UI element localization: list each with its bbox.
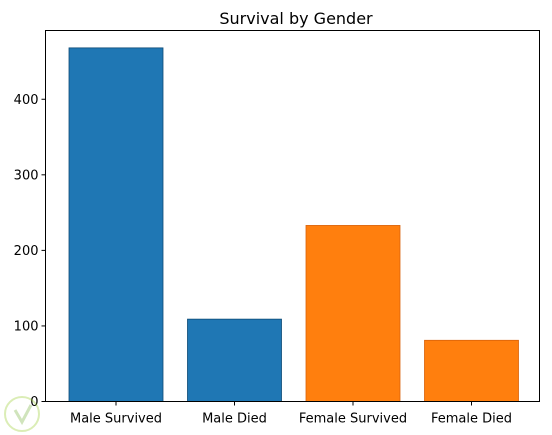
- y-tick-label: 0: [30, 395, 38, 410]
- y-tick-label: 100: [14, 319, 39, 334]
- x-tick-label: Male Died: [202, 412, 267, 427]
- x-tick-label: Female Died: [431, 412, 512, 427]
- bar-male-survived: [68, 47, 164, 402]
- watermark-logo: [4, 396, 40, 432]
- y-tick-label: 400: [14, 93, 39, 108]
- y-tick-label: 300: [14, 168, 39, 183]
- chart-title: Survival by Gender: [219, 9, 373, 28]
- y-axis: 0 100 200 300 400: [14, 93, 46, 410]
- bar-male-died: [187, 318, 282, 402]
- x-axis: Male Survived Male Died Female Survived Fem…: [70, 401, 512, 427]
- x-tick-label: Male Survived: [70, 412, 162, 427]
- x-tick-label: Female Survived: [299, 412, 407, 427]
- plot-frame: [45, 30, 540, 402]
- bars: [68, 47, 519, 402]
- bar-female-survived: [305, 225, 401, 402]
- y-tick-label: 200: [14, 244, 39, 259]
- bar-female-died: [424, 339, 519, 402]
